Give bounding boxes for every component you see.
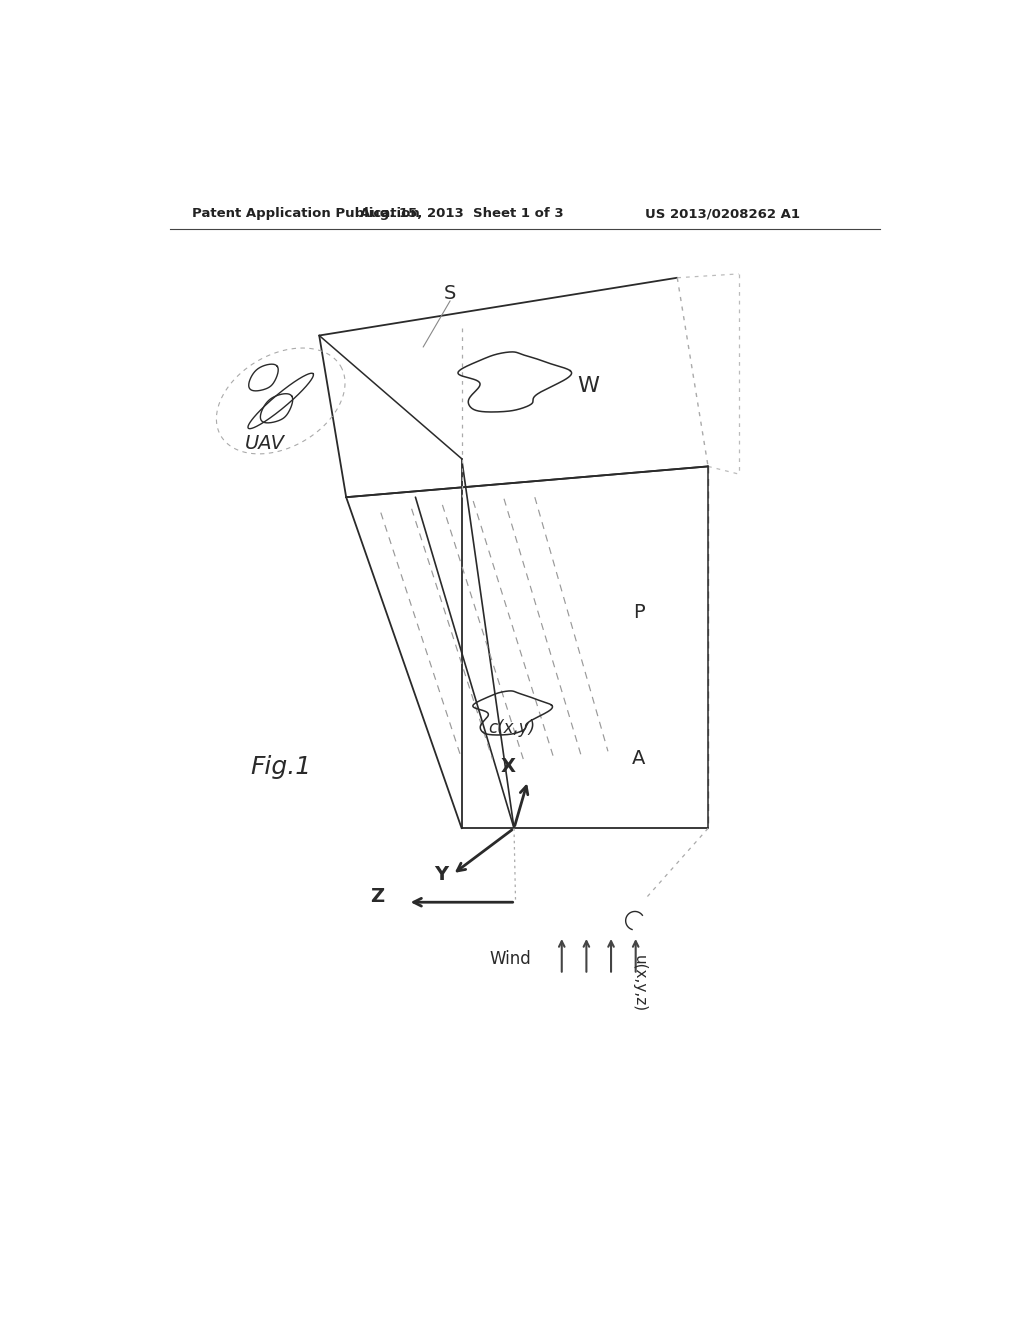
- Text: Patent Application Publication: Patent Application Publication: [193, 207, 420, 220]
- Text: A: A: [632, 750, 645, 768]
- Text: UAV: UAV: [246, 434, 286, 453]
- Text: P: P: [633, 603, 644, 622]
- Text: W: W: [578, 376, 600, 396]
- Text: Wind: Wind: [489, 950, 531, 968]
- Text: US 2013/0208262 A1: US 2013/0208262 A1: [645, 207, 801, 220]
- Text: Fig.1: Fig.1: [250, 755, 311, 779]
- Text: X: X: [501, 758, 515, 776]
- Text: S: S: [444, 284, 457, 302]
- Text: Z: Z: [370, 887, 384, 906]
- Text: c(x,y): c(x,y): [488, 719, 536, 737]
- Text: Y: Y: [434, 865, 447, 884]
- Text: Aug. 15, 2013  Sheet 1 of 3: Aug. 15, 2013 Sheet 1 of 3: [359, 207, 563, 220]
- Text: u(x,y,z): u(x,y,z): [631, 956, 646, 1012]
